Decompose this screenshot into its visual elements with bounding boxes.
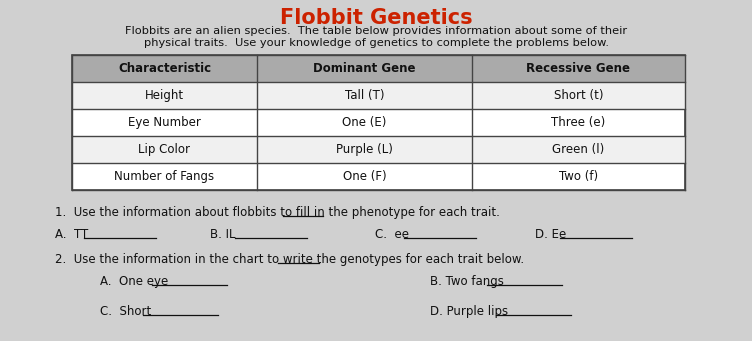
Text: Height: Height xyxy=(145,89,184,102)
Text: 2.  Use the information in the chart to write the genotypes for each trait below: 2. Use the information in the chart to w… xyxy=(55,253,524,266)
Text: One (E): One (E) xyxy=(342,116,387,129)
Text: A.  TT: A. TT xyxy=(55,228,88,241)
Text: Recessive Gene: Recessive Gene xyxy=(526,62,630,75)
Text: Green (l): Green (l) xyxy=(553,143,605,156)
Text: Eye Number: Eye Number xyxy=(128,116,201,129)
Text: Lip Color: Lip Color xyxy=(138,143,190,156)
Text: physical traits.  Use your knowledge of genetics to complete the problems below.: physical traits. Use your knowledge of g… xyxy=(144,38,608,48)
Bar xyxy=(72,136,685,163)
Text: Characteristic: Characteristic xyxy=(118,62,211,75)
Text: D. Purple lips: D. Purple lips xyxy=(430,305,508,318)
Text: Two (f): Two (f) xyxy=(559,170,598,183)
Bar xyxy=(72,82,685,109)
Text: Number of Fangs: Number of Fangs xyxy=(114,170,214,183)
Text: Flobbits are an alien species.  The table below provides information about some : Flobbits are an alien species. The table… xyxy=(125,26,627,36)
Text: Short (t): Short (t) xyxy=(553,89,603,102)
Text: One (F): One (F) xyxy=(343,170,387,183)
Text: Three (e): Three (e) xyxy=(551,116,605,129)
Text: D. Ee: D. Ee xyxy=(535,228,566,241)
Text: Dominant Gene: Dominant Gene xyxy=(314,62,416,75)
Text: B. IL: B. IL xyxy=(210,228,235,241)
Text: Flobbit Genetics: Flobbit Genetics xyxy=(280,8,472,28)
Bar xyxy=(72,55,685,82)
Text: Purple (L): Purple (L) xyxy=(336,143,393,156)
Text: A.  One eye: A. One eye xyxy=(100,275,168,288)
Text: C.  Short: C. Short xyxy=(100,305,151,318)
Text: 1.  Use the information about flobbits to fill in the phenotype for each trait.: 1. Use the information about flobbits to… xyxy=(55,206,500,219)
Bar xyxy=(72,55,685,190)
Text: B. Two fangs: B. Two fangs xyxy=(430,275,504,288)
Text: Tall (T): Tall (T) xyxy=(344,89,384,102)
Text: C.  ee: C. ee xyxy=(375,228,409,241)
